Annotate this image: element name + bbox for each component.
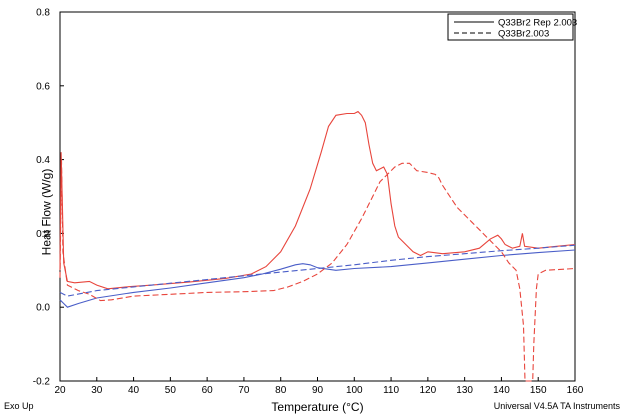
y-tick-label: 0.0	[36, 303, 50, 314]
x-tick-label: 160	[567, 385, 584, 396]
legend-label: Q33Br2 Rep 2.003	[498, 18, 577, 29]
legend-label: Q33Br2.003	[498, 29, 549, 40]
x-tick-label: 110	[383, 385, 399, 396]
x-tick-label: 50	[165, 385, 177, 396]
series-line-1	[59, 249, 576, 308]
series-line-3	[59, 244, 576, 297]
x-tick-label: 140	[493, 385, 510, 396]
series-line-0	[59, 110, 576, 290]
y-axis-ticks: -0.2 0.0 0.2 0.4 0.6 0.8	[33, 8, 64, 388]
exo-up-note: Exo Up	[4, 401, 34, 411]
x-axis-label: Temperature (°C)	[271, 400, 363, 414]
y-tick-label: 0.6	[36, 81, 50, 92]
x-tick-label: 120	[420, 385, 437, 396]
y-axis-label: Heat Flow (W/g)	[39, 168, 54, 256]
x-tick-label: 60	[202, 385, 214, 396]
series-line-2	[59, 159, 576, 382]
y-tick-label: -0.2	[33, 377, 51, 388]
x-tick-label: 90	[312, 385, 324, 396]
x-tick-label: 80	[275, 385, 287, 396]
x-tick-label: 150	[530, 385, 547, 396]
legend-box	[447, 13, 574, 41]
x-tick-label: 70	[238, 385, 250, 396]
x-tick-label: 20	[54, 385, 66, 396]
y-tick-label: 0.8	[36, 8, 50, 19]
x-tick-label: 30	[91, 385, 103, 396]
y-tick-label: 0.2	[36, 229, 50, 240]
instrument-note: Universal V4.5A TA Instruments	[493, 401, 620, 411]
x-tick-label: 40	[128, 385, 140, 396]
plot-frame	[59, 11, 576, 382]
x-tick-label: 130	[456, 385, 473, 396]
y-tick-label: 0.4	[36, 155, 50, 166]
x-tick-label: 100	[346, 385, 363, 396]
x-axis-ticks: 20 30 40 50 60 70 80 90 100 110 120 130 140 150 160	[54, 377, 584, 396]
series-lines	[59, 110, 576, 382]
